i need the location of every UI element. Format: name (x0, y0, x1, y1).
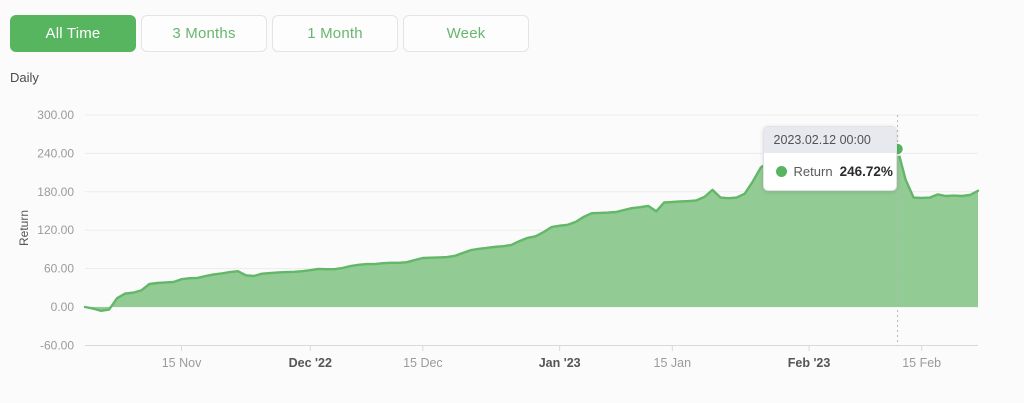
x-axis-tick-label: Feb '23 (788, 356, 831, 370)
y-axis-tick-label: 0.00 (51, 300, 75, 314)
series-area-fill (85, 149, 978, 311)
range-button-1-month[interactable]: 1 Month (272, 15, 398, 52)
range-button-3-months[interactable]: 3 Months (141, 15, 267, 52)
x-axis-tick-label: 15 Jan (654, 356, 692, 370)
x-axis-tick-label: Jan '23 (539, 356, 581, 370)
x-axis-tick-label: Dec '22 (289, 356, 332, 370)
x-axis-tick-label: 15 Nov (162, 356, 202, 370)
y-axis-tick-label: 60.00 (44, 262, 74, 276)
series-dot-icon (775, 166, 787, 177)
y-axis-tick-label: 180.00 (37, 185, 74, 199)
tooltip-body: Return 246.72% (764, 153, 896, 190)
tooltip-series-name: Return (793, 164, 833, 179)
tooltip-value: 246.72% (839, 164, 893, 179)
y-axis-tick-label: 240.00 (37, 146, 74, 160)
chart-tooltip: 2023.02.12 00:00 Return 246.72% (762, 126, 897, 191)
tooltip-date: 2023.02.12 00:00 (763, 127, 896, 153)
y-axis-tick-label: 120.00 (37, 223, 74, 237)
y-axis-tick-label: 300.00 (37, 108, 74, 122)
frequency-label: Daily (10, 70, 39, 85)
y-axis-tick-label: -60.00 (40, 338, 74, 352)
x-axis-tick-label: 15 Dec (403, 356, 443, 370)
range-button-week[interactable]: Week (403, 15, 529, 52)
x-axis-tick-label: 15 Feb (902, 356, 941, 370)
time-range-toolbar: All Time 3 Months 1 Month Week (10, 15, 529, 52)
range-button-all-time[interactable]: All Time (10, 15, 136, 52)
